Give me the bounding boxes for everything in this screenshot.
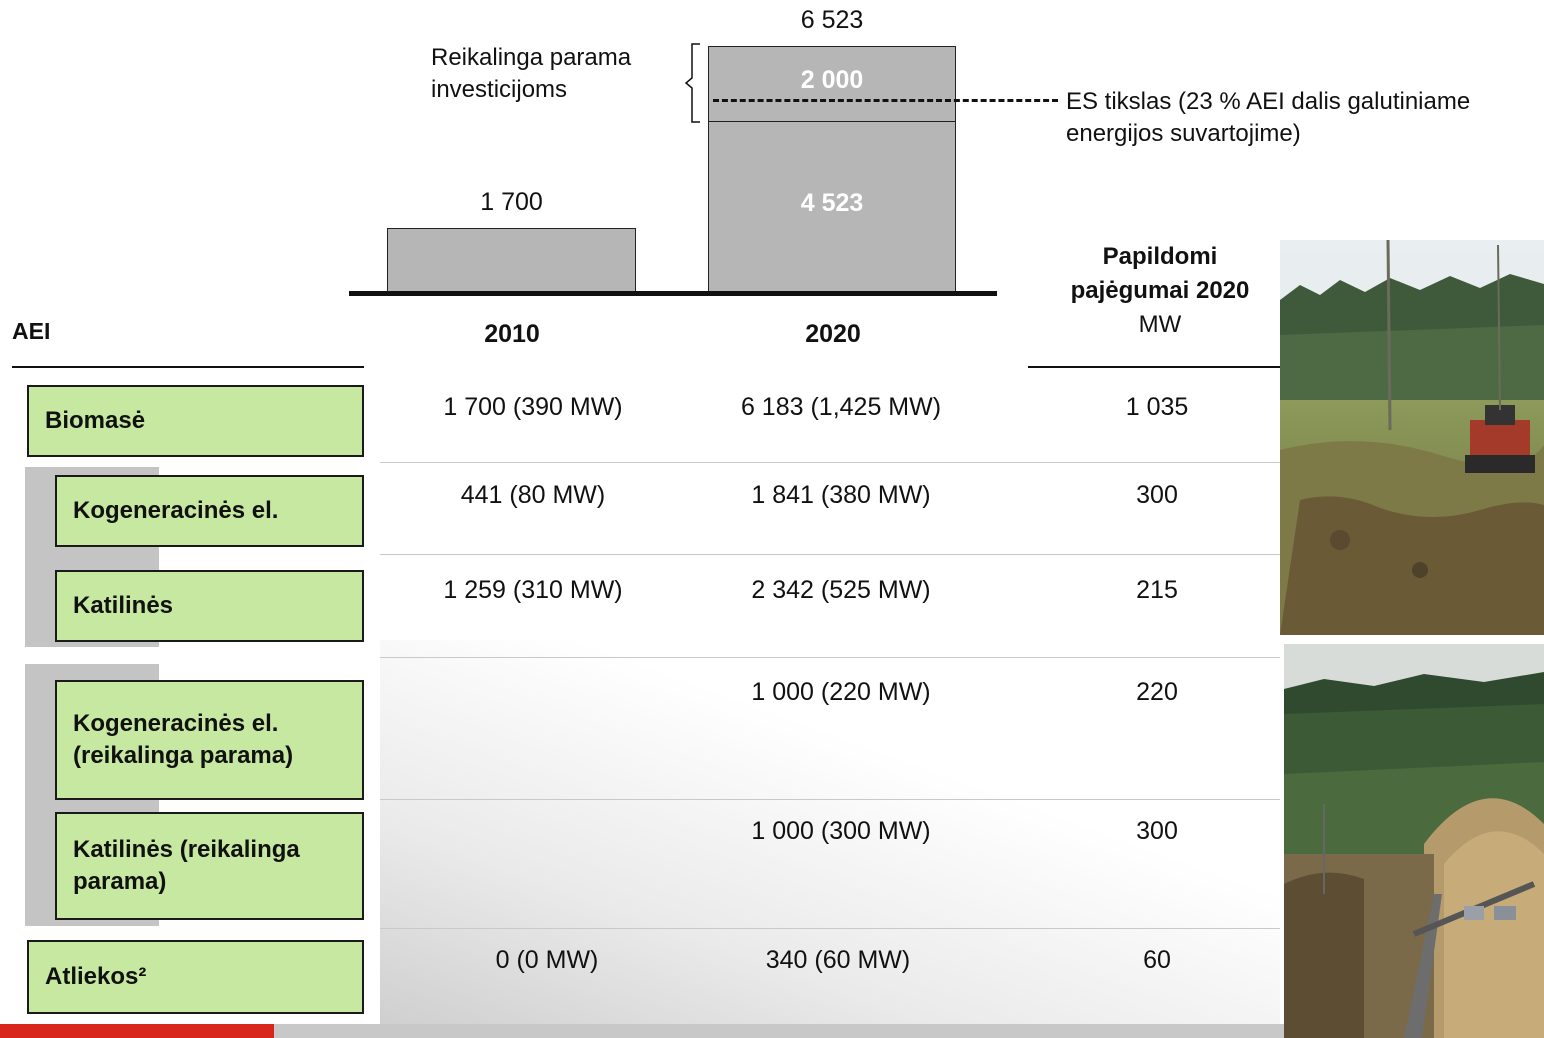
cell-biomass-2010: 1 700 (390 MW)	[443, 393, 623, 421]
segment-label-2020-base: 4 523	[800, 188, 864, 217]
x-axis-line	[349, 291, 997, 296]
header-rule-left	[12, 366, 364, 368]
cell-waste-2010: 0 (0 MW)	[495, 946, 599, 974]
cell-chp-2010: 441 (80 MW)	[460, 481, 606, 509]
background-gradient	[380, 640, 1280, 1038]
cell-chp-extra: 300	[1136, 481, 1178, 509]
bar-2020-top	[708, 46, 956, 123]
header-extra-unit: MW	[1138, 311, 1182, 338]
row-label-boilers: Katilinės	[55, 570, 364, 642]
header-rule-right	[1028, 366, 1280, 368]
cell-biomass-2020: 6 183 (1,425 MW)	[740, 393, 942, 421]
brace-annotation: Reikalinga parama investicijoms	[431, 42, 631, 106]
cell-boilers-extra: 215	[1136, 576, 1178, 604]
row-label-biomass: Biomasė	[27, 385, 364, 457]
footer-accent	[0, 1024, 274, 1038]
row-label-chp-support-line1: Kogeneracinės el.	[73, 710, 279, 737]
row-label-boilers-support-line1: Katilinės (reikalinga	[73, 836, 300, 863]
row-divider	[380, 462, 1280, 463]
header-extra-capacity: Papildomi pajėgumai 2020 MW	[1040, 240, 1280, 342]
footer-bar	[0, 1024, 1290, 1038]
row-divider	[380, 657, 1280, 658]
cell-boilers-support-2020: 1 000 (300 MW)	[751, 817, 931, 845]
row-divider	[380, 928, 1280, 929]
header-extra-line2: pajėgumai 2020	[1070, 277, 1250, 304]
row-label-boilers-support: Katilinės (reikalinga parama)	[55, 812, 364, 920]
cell-boilers-support-extra: 300	[1136, 817, 1178, 845]
row-divider	[380, 554, 1280, 555]
header-aei: AEI	[12, 318, 51, 344]
row-label-chp-support-line2: (reikalinga parama)	[73, 742, 294, 769]
header-extra-line1: Papildomi	[1102, 243, 1218, 270]
segment-label-2020-top: 2 000	[800, 65, 864, 94]
cell-boilers-2020: 2 342 (525 MW)	[751, 576, 931, 604]
header-2020: 2020	[805, 320, 861, 348]
total-label-2020: 6 523	[800, 6, 864, 34]
target-annotation: ES tikslas (23 % AEI dalis galutiniame e…	[1066, 86, 1470, 150]
row-label-boilers-support-line2: parama)	[73, 868, 167, 895]
row-label-chp: Kogeneracinės el.	[55, 475, 364, 547]
cell-waste-extra: 60	[1143, 946, 1171, 974]
bar-2010	[387, 227, 636, 292]
forest-harvester-photo	[1280, 240, 1544, 635]
header-2010: 2010	[484, 320, 540, 348]
brace-text-line1: Reikalinga parama	[431, 44, 632, 71]
total-label-2010: 1 700	[480, 187, 543, 216]
cell-chp-support-extra: 220	[1136, 678, 1178, 706]
row-label-chp-support: Kogeneracinės el. (reikalinga parama)	[55, 680, 364, 800]
bar-2020-base	[708, 121, 956, 292]
row-divider	[380, 799, 1280, 800]
cell-chp-2020: 1 841 (380 MW)	[751, 481, 931, 509]
brace-icon	[684, 43, 700, 123]
cell-boilers-2010: 1 259 (310 MW)	[443, 576, 623, 604]
target-text-line2: energijos suvartojime)	[1066, 120, 1301, 147]
cell-biomass-extra: 1 035	[1125, 393, 1189, 421]
brace-text-line2: investicijoms	[431, 76, 568, 103]
woodchip-plant-photo	[1284, 644, 1544, 1038]
target-text-line1: ES tikslas (23 % AEI dalis galutiniame	[1066, 88, 1471, 115]
cell-chp-support-2020: 1 000 (220 MW)	[751, 678, 931, 706]
cell-waste-2020: 340 (60 MW)	[765, 946, 911, 974]
target-dashed-line	[713, 99, 1058, 102]
row-label-waste: Atliekos²	[27, 940, 364, 1014]
